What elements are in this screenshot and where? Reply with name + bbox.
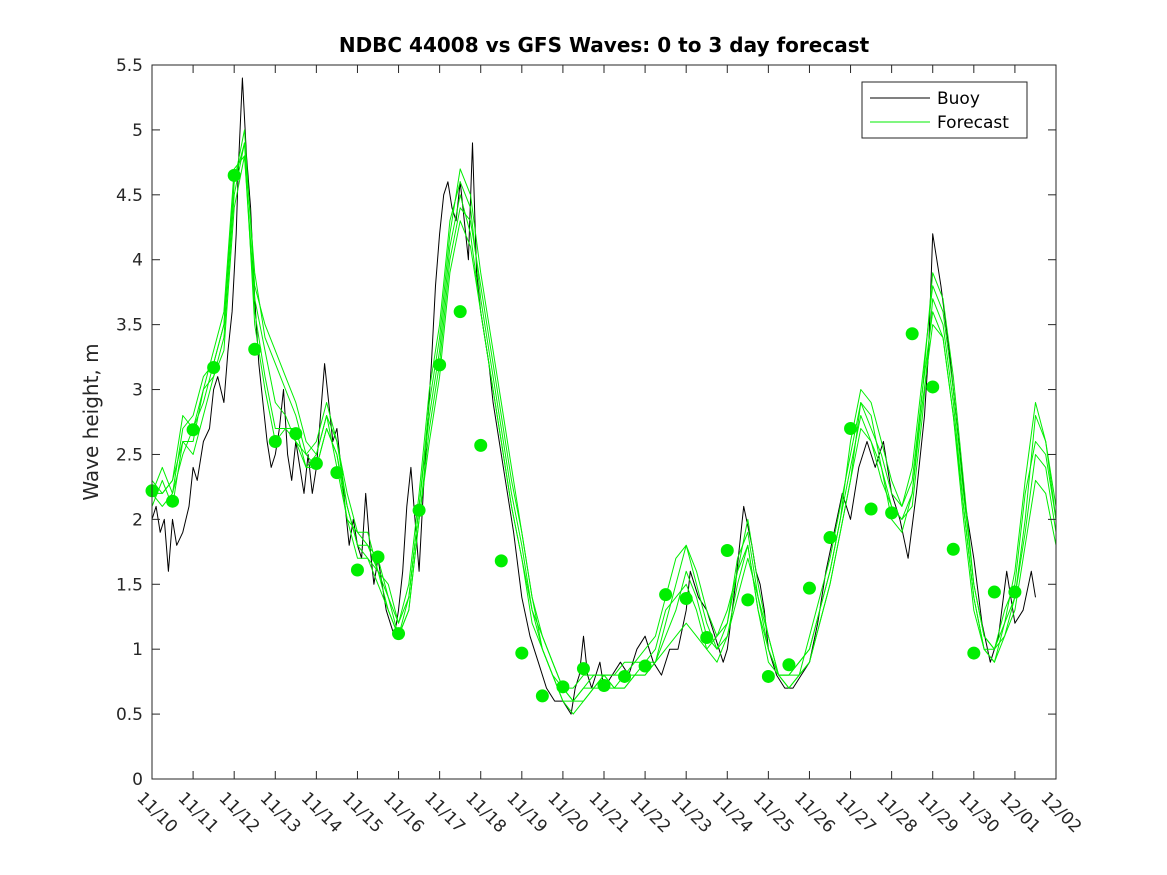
forecast-marker-14 <box>433 358 447 372</box>
x-tick-label-16: 11/26 <box>790 788 839 837</box>
forecast-marker-42 <box>1008 585 1022 599</box>
x-tick-label-14: 11/24 <box>708 788 757 837</box>
x-tick-label-17: 11/27 <box>831 788 880 837</box>
forecast-marker-37 <box>905 327 919 341</box>
y-tick-label-4: 2 <box>132 510 143 530</box>
legend-box <box>861 81 1028 139</box>
marker-layer <box>145 168 1022 703</box>
forecast-marker-35 <box>864 502 878 516</box>
forecast-marker-27 <box>700 630 714 644</box>
forecast-marker-33 <box>823 531 837 545</box>
forecast-marker-25 <box>659 588 673 602</box>
forecast-marker-18 <box>515 646 529 660</box>
x-tick-label-15: 11/25 <box>749 788 798 837</box>
legend-label-buoy: Buoy <box>937 89 980 109</box>
forecast-marker-38 <box>926 380 940 394</box>
y-axis: 0 0.5 1 1.5 2 2.5 3 3.5 4 4.5 5 5.5 <box>116 56 1056 790</box>
forecast-marker-6 <box>268 434 282 448</box>
forecast-line-4 <box>151 129 1057 702</box>
y-tick-label-5: 2.5 <box>116 445 143 465</box>
y-tick-label-1: 0.5 <box>116 705 143 725</box>
forecast-marker-23 <box>618 669 632 683</box>
forecast-marker-17 <box>494 554 508 568</box>
x-tick-label-13: 11/23 <box>667 788 716 837</box>
forecast-marker-19 <box>535 689 549 703</box>
forecast-marker-34 <box>844 421 858 435</box>
y-tick-label-6: 3 <box>132 381 143 401</box>
x-tick-label-18: 11/28 <box>872 788 921 837</box>
forecast-marker-12 <box>392 627 406 641</box>
forecast-marker-5 <box>248 342 262 356</box>
x-tick-label-3: 11/13 <box>256 788 305 837</box>
forecast-marker-9 <box>330 466 344 480</box>
y-tick-label-10: 5 <box>132 121 143 141</box>
forecast-marker-21 <box>576 662 590 676</box>
chart-title: NDBC 44008 vs GFS Waves: 0 to 3 day fore… <box>339 33 870 57</box>
forecast-marker-11 <box>371 550 385 564</box>
x-tick-label-8: 11/18 <box>461 788 510 837</box>
y-tick-label-9: 4.5 <box>116 186 143 206</box>
forecast-marker-40 <box>967 646 981 660</box>
plot-area-background <box>152 65 1056 779</box>
forecast-marker-2 <box>186 423 200 437</box>
legend: Buoy Forecast <box>861 81 1028 139</box>
y-tick-label-0: 0 <box>132 770 143 790</box>
x-tick-label-2: 11/12 <box>215 788 264 837</box>
x-tick-label-12: 11/22 <box>626 788 675 837</box>
forecast-marker-41 <box>987 585 1001 599</box>
x-tick-label-4: 11/14 <box>297 788 346 837</box>
forecast-marker-15 <box>453 305 467 319</box>
forecast-marker-29 <box>741 593 755 607</box>
forecast-marker-22 <box>597 679 611 693</box>
y-tick-label-2: 1 <box>132 640 143 660</box>
forecast-marker-13 <box>412 503 426 517</box>
forecast-marker-7 <box>289 427 303 441</box>
x-tick-label-11: 11/21 <box>584 788 633 837</box>
x-tick-label-7: 11/17 <box>420 788 469 837</box>
x-tick-label-20: 11/30 <box>954 788 1003 837</box>
forecast-marker-8 <box>309 457 323 471</box>
x-tick-label-1: 11/11 <box>174 788 223 837</box>
forecast-marker-1 <box>166 494 180 508</box>
forecast-marker-30 <box>761 669 775 683</box>
y-tick-label-3: 1.5 <box>116 575 143 595</box>
x-tick-label-21: 12/01 <box>995 788 1044 837</box>
forecast-marker-28 <box>720 544 734 558</box>
forecast-marker-16 <box>474 438 488 452</box>
forecast-marker-20 <box>556 680 570 694</box>
x-tick-label-5: 11/15 <box>338 788 387 837</box>
forecast-marker-4 <box>227 168 241 182</box>
forecast-marker-39 <box>946 542 960 556</box>
forecast-marker-36 <box>885 506 899 520</box>
forecast-marker-10 <box>350 563 364 577</box>
y-tick-label-7: 3.5 <box>116 316 143 336</box>
x-tick-label-6: 11/16 <box>379 788 428 837</box>
forecast-marker-26 <box>679 592 693 606</box>
x-tick-label-19: 11/29 <box>913 788 962 837</box>
forecast-marker-31 <box>782 658 796 672</box>
y-tick-label-11: 5.5 <box>116 56 143 76</box>
x-tick-label-0: 11/10 <box>132 788 181 837</box>
legend-label-forecast: Forecast <box>937 113 1009 133</box>
y-tick-label-8: 4 <box>132 251 143 271</box>
x-tick-label-22: 12/02 <box>1036 788 1085 837</box>
forecast-marker-3 <box>207 360 221 374</box>
x-tick-label-9: 11/19 <box>502 788 551 837</box>
x-tick-label-10: 11/20 <box>543 788 592 837</box>
forecast-marker-32 <box>802 581 816 595</box>
y-axis-label: Wave height, m <box>79 343 103 500</box>
forecast-marker-24 <box>638 659 652 673</box>
